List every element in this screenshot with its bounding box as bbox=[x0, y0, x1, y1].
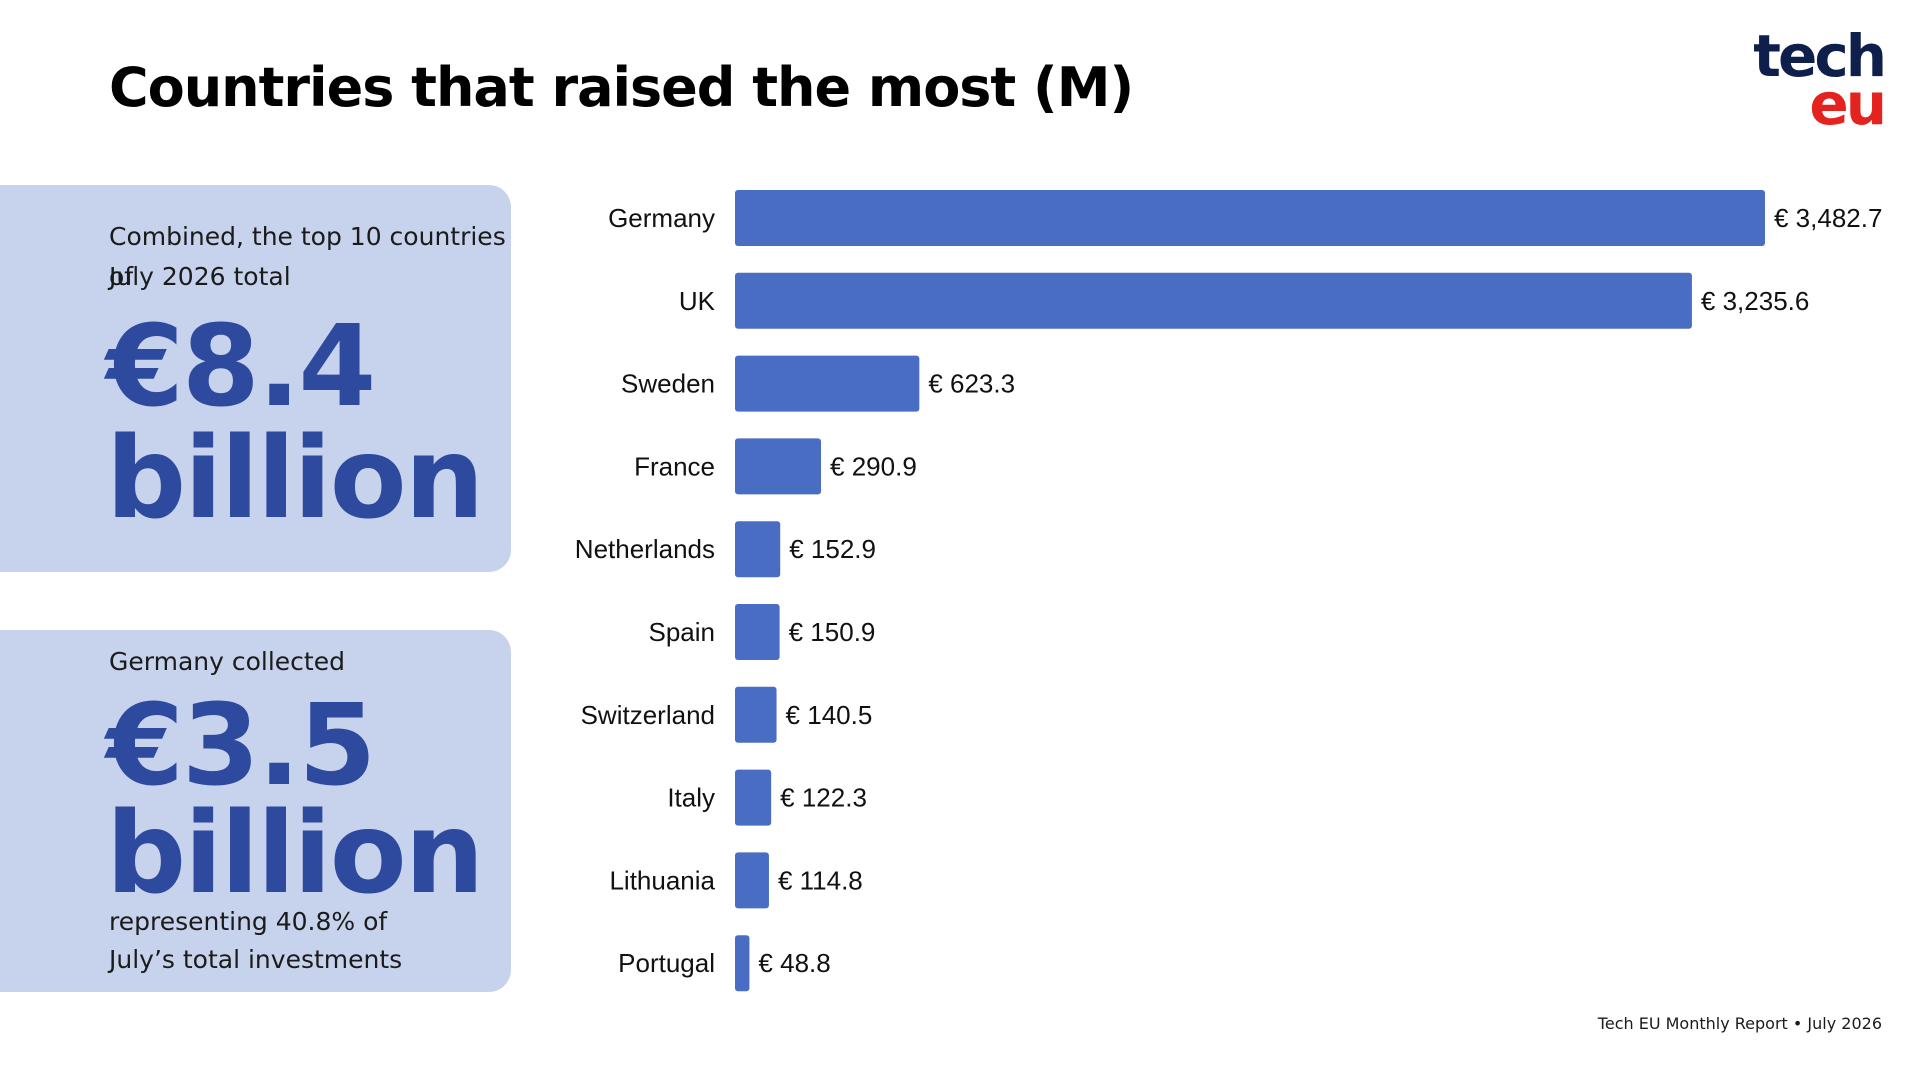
bar-italy bbox=[735, 769, 772, 826]
value-label-italy: € 122.3 bbox=[780, 783, 867, 813]
category-label-germany: Germany bbox=[608, 203, 715, 233]
germany-outro-line2: July’s total investments bbox=[109, 945, 403, 974]
category-label-spain: Spain bbox=[649, 617, 716, 647]
value-label-spain: € 150.9 bbox=[789, 617, 876, 647]
germany-unit: billion bbox=[106, 789, 484, 919]
category-label-uk: UK bbox=[679, 286, 716, 316]
value-label-portugal: € 48.8 bbox=[758, 948, 830, 978]
countries-bar-chart: Germany € 3,482.7 UK € 3,235.6 Sweden € 623.3… bbox=[575, 190, 1882, 992]
category-label-france: France bbox=[634, 451, 715, 481]
value-label-france: € 290.9 bbox=[830, 451, 917, 481]
germany-outro-line1: representing 40.8% of bbox=[109, 907, 388, 936]
total-summary-card: Combined, the top 10 countries of July 2… bbox=[0, 185, 511, 572]
total-amount: €8.4 bbox=[106, 302, 376, 432]
category-label-italy: Italy bbox=[667, 783, 715, 813]
value-label-uk: € 3,235.6 bbox=[1701, 286, 1809, 316]
category-label-lithuania: Lithuania bbox=[609, 865, 715, 895]
value-label-sweden: € 623.3 bbox=[928, 369, 1015, 399]
tech-eu-logo: tech eu bbox=[1753, 24, 1886, 134]
logo-tech-text: tech bbox=[1753, 24, 1884, 90]
total-unit: billion bbox=[106, 414, 484, 544]
bar-germany bbox=[735, 190, 1765, 246]
bar-portugal bbox=[735, 935, 750, 992]
bar-lithuania bbox=[735, 852, 769, 909]
page-title: Countries that raised the most (M) bbox=[109, 56, 1134, 119]
total-intro-line1: Combined, the top 10 countries of bbox=[109, 222, 506, 291]
category-label-portugal: Portugal bbox=[618, 948, 715, 978]
germany-amount: €3.5 bbox=[106, 681, 376, 811]
report-footer: Tech EU Monthly Report • July 2026 bbox=[1597, 1014, 1882, 1033]
bar-switzerland bbox=[735, 686, 777, 743]
bar-france bbox=[735, 438, 822, 495]
category-label-sweden: Sweden bbox=[621, 369, 715, 399]
bar-spain bbox=[735, 604, 780, 660]
germany-intro: Germany collected bbox=[109, 647, 345, 676]
logo-eu-text: eu bbox=[1809, 70, 1884, 134]
value-label-switzerland: € 140.5 bbox=[786, 700, 873, 730]
total-intro-line2: July 2026 total bbox=[109, 262, 291, 291]
value-label-netherlands: € 152.9 bbox=[789, 534, 876, 564]
bar-uk bbox=[735, 272, 1692, 329]
bar-netherlands bbox=[735, 521, 781, 578]
value-label-germany: € 3,482.7 bbox=[1774, 203, 1882, 233]
value-label-lithuania: € 114.8 bbox=[778, 865, 863, 895]
category-label-netherlands: Netherlands bbox=[575, 534, 715, 564]
germany-summary-card: Germany collected €3.5 billion represent… bbox=[0, 630, 511, 992]
category-label-switzerland: Switzerland bbox=[581, 700, 715, 730]
bar-sweden bbox=[735, 355, 920, 412]
